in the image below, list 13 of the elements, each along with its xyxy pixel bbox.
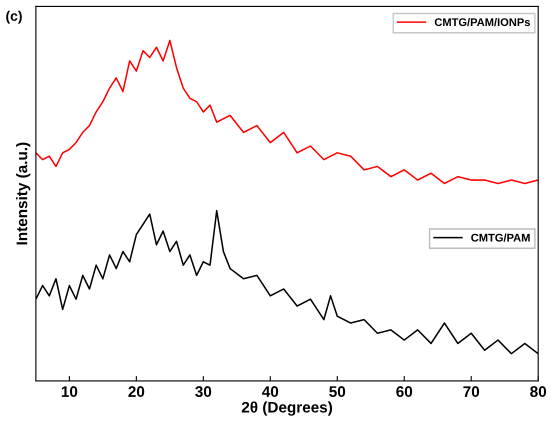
- x-tick-label: 10: [62, 386, 78, 398]
- x-tick-label: 30: [195, 386, 212, 398]
- x-tick-label: 80: [530, 386, 546, 398]
- chart-title: (c): [6, 10, 22, 24]
- y-axis-title: Intensity (a.u.): [16, 142, 30, 244]
- x-tick-label: 20: [128, 386, 144, 398]
- x-tick-label: 50: [329, 386, 346, 398]
- x-axis-title: 2θ (Degrees): [242, 401, 332, 416]
- legend-label: CMTG/PAM: [471, 233, 530, 242]
- x-tick-label: 40: [262, 386, 278, 398]
- x-tick-label: 60: [396, 386, 412, 398]
- legend-label: CMTG/PAM/IONPs: [434, 18, 530, 26]
- x-tick-label: 70: [463, 386, 480, 398]
